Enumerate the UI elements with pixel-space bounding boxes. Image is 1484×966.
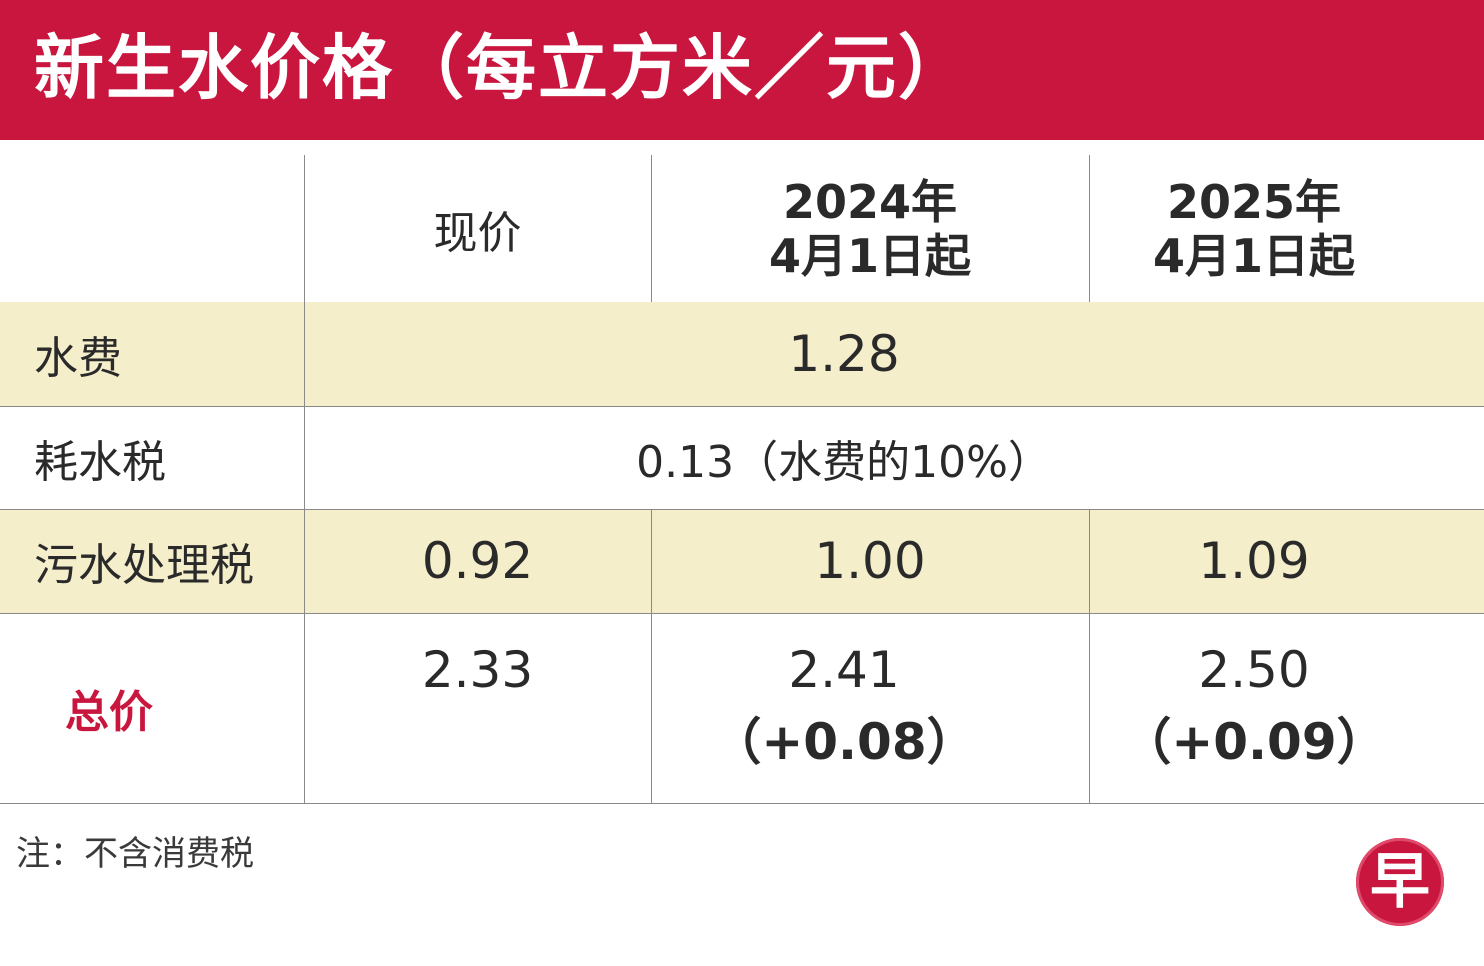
total-current: 2.33 [304, 640, 651, 700]
row-label-water-fee: 水费 [34, 333, 122, 384]
water-fee-value: 1.28 [788, 325, 900, 383]
water-tax-value: 0.13（水费的10%） [636, 436, 1052, 488]
column-header-2024-year: 2024年 [782, 174, 958, 229]
total-2025: 2.50 （+0.09） [1089, 640, 1419, 772]
column-header-2025-date: 4月1日起 [1152, 228, 1355, 283]
column-header-2024: 2024年 4月1日起 [651, 155, 1089, 302]
column-header-2024-date: 4月1日起 [768, 228, 971, 283]
row-divider [0, 613, 1484, 614]
row-band-water-fee [0, 302, 1484, 406]
title-banner: 新生水价格（每立方米／元） [0, 0, 1484, 140]
total-2024-diff: （+0.08） [711, 713, 977, 771]
row-band-sewage-tax [0, 509, 1484, 613]
row-label-sewage-tax: 污水处理税 [34, 540, 254, 591]
row-label-water-tax: 耗水税 [34, 436, 166, 488]
total-2024: 2.41 （+0.08） [651, 640, 1037, 772]
column-divider [304, 155, 305, 803]
column-header-current-label: 现价 [433, 207, 522, 259]
column-header-2025: 2025年 4月1日起 [1089, 155, 1419, 302]
zaobao-logo-icon: 早 [1356, 838, 1444, 926]
footnote: 注：不含消费税 [16, 834, 254, 874]
column-header-current: 现价 [304, 155, 651, 302]
column-divider [651, 155, 652, 302]
row-divider [0, 803, 1484, 804]
column-divider [1089, 509, 1090, 803]
total-2025-diff: （+0.09） [1121, 713, 1387, 771]
row-label-total: 总价 [65, 687, 153, 738]
total-current-value: 2.33 [421, 641, 534, 699]
page-title: 新生水价格（每立方米／元） [34, 27, 970, 109]
sewage-tax-2024: 1.00 [814, 532, 926, 590]
row-divider [0, 509, 1484, 510]
row-divider [0, 406, 1484, 407]
sewage-tax-current: 0.92 [421, 532, 534, 590]
sewage-tax-2025: 1.09 [1198, 532, 1310, 590]
column-divider [1089, 155, 1090, 302]
column-header-2025-year: 2025年 [1166, 174, 1342, 229]
logo-glyph: 早 [1370, 847, 1430, 917]
total-2024-value: 2.41 [788, 641, 900, 699]
column-divider [651, 509, 652, 803]
total-2025-value: 2.50 [1198, 641, 1310, 699]
